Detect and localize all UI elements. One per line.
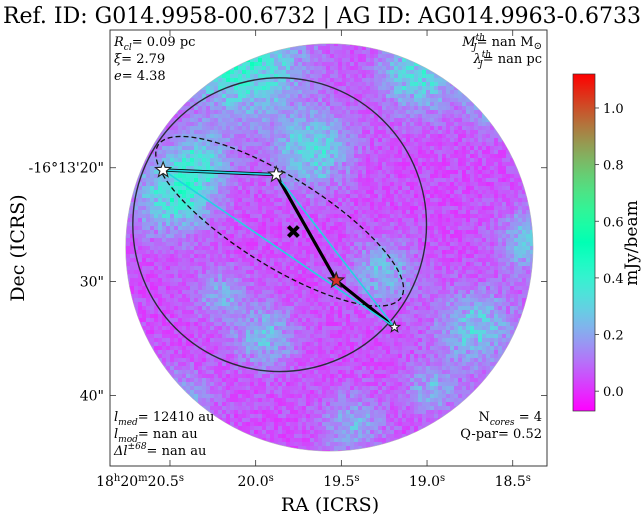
annotation-top-right: Mth J= nan M⊙λth J= nan pc <box>461 33 542 70</box>
core-star-marker <box>387 320 402 333</box>
centroid-marker <box>286 225 300 238</box>
annotation-line: Mth J= nan M⊙ <box>461 33 542 53</box>
mst-edge <box>274 173 338 282</box>
colorbar-tick-label: 0.8 <box>603 159 624 174</box>
colorbar-tick-label: 0.4 <box>603 272 624 287</box>
annotation-line: Q-par= 0.52 <box>460 427 542 442</box>
annotation-top-left: Rcl= 0.09 pcξ= 2.79 e= 4.38 <box>113 35 195 84</box>
y-axis-label: Dec (ICRS) <box>7 194 29 301</box>
core-star-marker <box>267 164 286 183</box>
x-axis-label: RA (ICRS) <box>281 494 379 516</box>
annotation-line: Ncores = 4 <box>478 410 542 428</box>
fit-ellipse <box>155 135 405 307</box>
core-star-marker <box>327 270 346 289</box>
annotation-line: Δl±68= nan au <box>113 442 206 459</box>
annotation-line: λth J= nan pc <box>472 50 542 70</box>
x-tick-label: 19.5s <box>323 473 359 491</box>
mst-edge <box>335 279 396 329</box>
field-boundary <box>125 43 534 452</box>
x-tick-label: 18h20m20.5s <box>96 473 184 491</box>
chart-title: Ref. ID: G014.9958-00.6732 | AG ID: AG01… <box>3 4 641 29</box>
x-axis-ticks: 18h20m20.5s 20.0s 19.5s 19.0s 18.5s <box>96 30 531 490</box>
core-star-marker <box>154 160 173 178</box>
colorbar <box>572 73 596 412</box>
colorbar-tick-label: 0.6 <box>603 215 624 230</box>
y-tick-label: -16°13'20" <box>29 161 104 177</box>
colorbar-ticks: 1.0 0.8 0.6 0.4 0.2 0.0 <box>595 102 624 400</box>
hull-edge <box>163 169 277 176</box>
x-tick-label: 20.0s <box>238 473 274 491</box>
overlay-group <box>132 77 428 373</box>
x-tick-label: 18.5s <box>495 473 531 491</box>
colorbar-tick-label: 0.2 <box>603 329 624 344</box>
y-tick-label: 40" <box>80 388 104 404</box>
x-tick-label: 19.0s <box>409 473 445 491</box>
annotation-bottom-right: Ncores = 4Q-par= 0.52 <box>460 410 542 442</box>
plot-frame <box>109 29 548 467</box>
colorbar-label: mJy/beam <box>622 200 642 285</box>
y-axis-ticks: -16°13'20" 30" 40" <box>29 161 547 404</box>
annotation-line: lmod= nan au <box>114 427 198 445</box>
annotation-line: lmed= 12410 au <box>114 410 214 428</box>
enclosing-circle <box>132 77 428 373</box>
colorbar-tick-label: 0.0 <box>603 385 624 400</box>
annotation-line: e= 4.38 <box>114 69 166 84</box>
y-tick-label: 30" <box>80 275 104 291</box>
hull-edge <box>162 169 395 328</box>
annotation-line: Rcl= 0.09 pc <box>113 35 195 53</box>
colorbar-tick-label: 1.0 <box>603 102 624 117</box>
annotation-line: ξ= 2.79 <box>114 52 165 67</box>
hull-edge <box>275 174 396 328</box>
